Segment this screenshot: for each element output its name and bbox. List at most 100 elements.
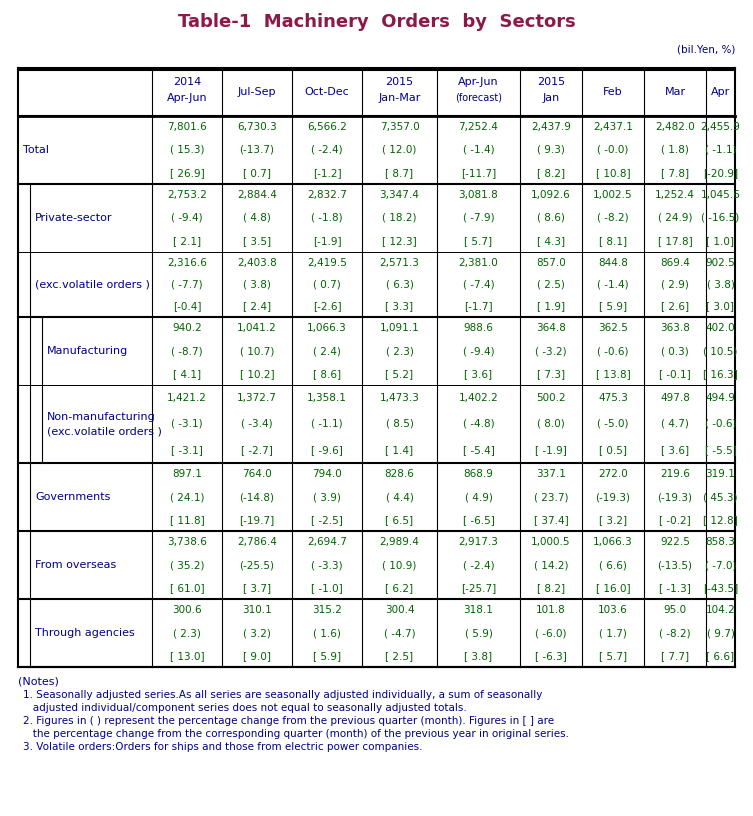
Text: 1,473.3: 1,473.3 [380,393,419,403]
Text: [ 11.8]: [ 11.8] [169,515,204,525]
Text: 219.6: 219.6 [660,469,690,479]
Text: ( -1.1): ( -1.1) [311,419,343,429]
Text: Apr: Apr [711,87,730,97]
Text: [ 7.8]: [ 7.8] [661,167,689,178]
Text: ( -4.7): ( -4.7) [384,628,416,638]
Text: [ 1.4]: [ 1.4] [386,445,413,455]
Text: [-2.6]: [-2.6] [312,301,341,311]
Text: ( -9.4): ( -9.4) [462,346,494,356]
Text: (exc.volatile orders ): (exc.volatile orders ) [35,280,150,290]
Text: 1,092.6: 1,092.6 [531,190,571,201]
Text: [ 3.6]: [ 3.6] [661,445,689,455]
Text: Non-manufacturing: Non-manufacturing [47,412,156,422]
Text: [ 8.7]: [ 8.7] [386,167,413,178]
Text: [ 6.6]: [ 6.6] [706,650,735,661]
Text: [ 0.5]: [ 0.5] [599,445,627,455]
Text: [-1.9]: [-1.9] [312,236,341,246]
Text: 1,421.2: 1,421.2 [167,393,207,403]
Text: ( -8.2): ( -8.2) [659,628,691,638]
Text: ( 10.9): ( 10.9) [383,560,416,570]
Text: 897.1: 897.1 [172,469,202,479]
Text: Feb: Feb [603,87,623,97]
Text: 103.6: 103.6 [598,605,628,615]
Text: 2,381.0: 2,381.0 [459,258,498,268]
Text: ( 24.1): ( 24.1) [169,492,204,502]
Text: Jan-Mar: Jan-Mar [378,93,421,103]
Text: 337.1: 337.1 [536,469,566,479]
Text: ( 15.3): ( 15.3) [169,145,204,155]
Text: 6,566.2: 6,566.2 [307,122,347,132]
Text: ( 9.3): ( 9.3) [537,145,565,155]
Text: Governments: Governments [35,492,111,502]
Text: ( 4.8): ( 4.8) [243,213,271,223]
Text: 2,482.0: 2,482.0 [655,122,695,132]
Text: 828.6: 828.6 [385,469,414,479]
Text: 868.9: 868.9 [464,469,493,479]
Text: (bil.Yen, %): (bil.Yen, %) [677,45,735,55]
Text: (Notes): (Notes) [18,676,59,686]
Text: [ 9.0]: [ 9.0] [243,650,271,661]
Text: [ -5.4]: [ -5.4] [462,445,495,455]
Text: [ -6.5]: [ -6.5] [462,515,495,525]
Text: ( 3.8): ( 3.8) [243,280,271,290]
Text: ( -0.0): ( -0.0) [597,145,629,155]
Text: 794.0: 794.0 [312,469,342,479]
Text: ( 2.9): ( 2.9) [661,280,689,290]
Text: 2015: 2015 [537,77,565,87]
Text: Private-sector: Private-sector [35,213,112,223]
Text: [ 4.3]: [ 4.3] [537,236,565,246]
Text: [ -0.2]: [ -0.2] [659,515,691,525]
Text: ( 1.8): ( 1.8) [661,145,689,155]
Text: 2,316.6: 2,316.6 [167,258,207,268]
Text: [-11.7]: [-11.7] [461,167,496,178]
Text: 1,066.3: 1,066.3 [307,323,347,333]
Text: [ 5.7]: [ 5.7] [599,650,627,661]
Text: ( 24.9): ( 24.9) [658,213,692,223]
Text: [ -6.3]: [ -6.3] [535,650,567,661]
Text: [ -3.1]: [ -3.1] [171,445,203,455]
Text: ( -1.1): ( -1.1) [705,145,736,155]
Text: [-0.4]: [-0.4] [172,301,201,311]
Text: ( 3.2): ( 3.2) [243,628,271,638]
Text: [ 12.3]: [ 12.3] [382,236,417,246]
Text: 310.1: 310.1 [242,605,272,615]
Text: [ 5.9]: [ 5.9] [599,301,627,311]
Text: [ 3.3]: [ 3.3] [386,301,413,311]
Text: ( 14.2): ( 14.2) [534,560,569,570]
Text: ( -1.8): ( -1.8) [311,213,343,223]
Text: 1,372.7: 1,372.7 [237,393,277,403]
Text: 500.2: 500.2 [536,393,566,403]
Text: 2,989.4: 2,989.4 [380,537,419,548]
Text: 319.1: 319.1 [706,469,736,479]
Text: 2,753.2: 2,753.2 [167,190,207,201]
Text: [ 5.9]: [ 5.9] [313,650,341,661]
Text: [ 13.8]: [ 13.8] [596,369,630,379]
Text: (-14.8): (-14.8) [239,492,275,502]
Text: [ 3.5]: [ 3.5] [243,236,271,246]
Text: 3,081.8: 3,081.8 [459,190,498,201]
Text: (-19.3): (-19.3) [657,492,693,502]
Text: ( 1.7): ( 1.7) [599,628,627,638]
Text: [ 17.8]: [ 17.8] [657,236,692,246]
Text: Oct-Dec: Oct-Dec [305,87,349,97]
Text: 2,832.7: 2,832.7 [307,190,347,201]
Text: [-1.7]: [-1.7] [464,301,492,311]
Text: 300.6: 300.6 [172,605,202,615]
Text: (-13.7): (-13.7) [239,145,275,155]
Text: 7,357.0: 7,357.0 [380,122,419,132]
Text: ( 2.3): ( 2.3) [173,628,201,638]
Text: [ 3.2]: [ 3.2] [599,515,627,525]
Text: 940.2: 940.2 [172,323,202,333]
Text: ( 2.4): ( 2.4) [313,346,341,356]
Text: [ 2.6]: [ 2.6] [661,301,689,311]
Text: [ 26.9]: [ 26.9] [169,167,204,178]
Text: 857.0: 857.0 [536,258,566,268]
Text: ( 8.5): ( 8.5) [386,419,413,429]
Text: [ 2.1]: [ 2.1] [173,236,201,246]
Text: 494.9: 494.9 [706,393,736,403]
Text: [ 1.9]: [ 1.9] [537,301,565,311]
Text: 1,066.3: 1,066.3 [593,537,633,548]
Text: ( -9.4): ( -9.4) [171,213,203,223]
Text: 2,884.4: 2,884.4 [237,190,277,201]
Text: ( -2.4): ( -2.4) [311,145,343,155]
